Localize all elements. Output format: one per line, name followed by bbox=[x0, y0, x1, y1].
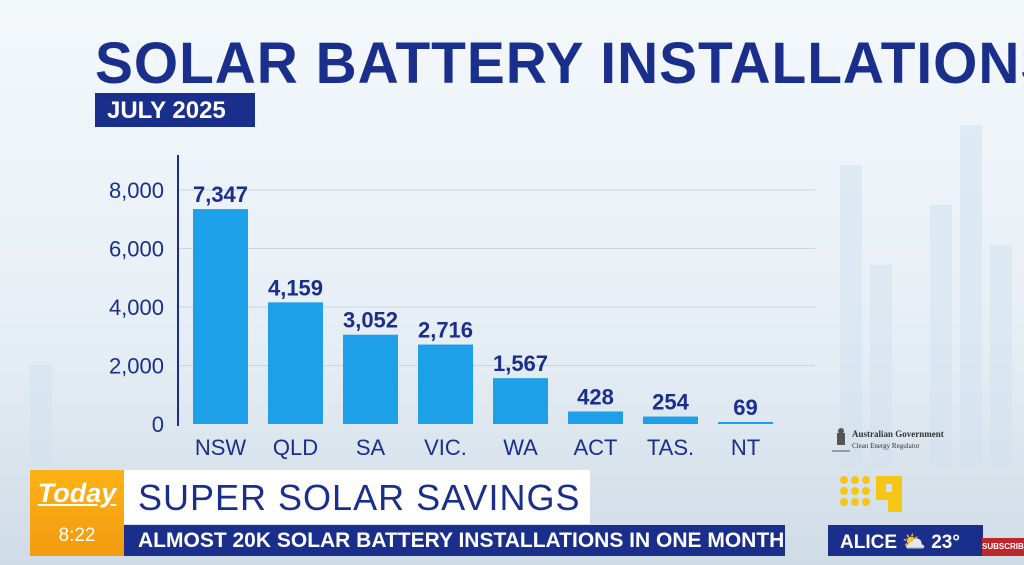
bar-wa bbox=[493, 378, 548, 424]
data-label: 4,159 bbox=[268, 275, 323, 300]
clock-time: 8:22 bbox=[58, 525, 96, 546]
data-label: 2,716 bbox=[418, 318, 473, 343]
subheadline: ALMOST 20K SOLAR BATTERY INSTALLATIONS I… bbox=[124, 525, 785, 556]
today-logo-box: Today 8:22 bbox=[30, 470, 124, 556]
x-tick-label: ACT bbox=[574, 435, 618, 460]
date-badge: JULY 2025 bbox=[95, 93, 255, 127]
y-tick-label: 6,000 bbox=[109, 237, 164, 262]
bar-tas bbox=[643, 416, 698, 424]
x-tick-label: VIC. bbox=[424, 435, 467, 460]
source-logo: Australian Government Clean Energy Regul… bbox=[832, 425, 972, 455]
bar-vic bbox=[418, 344, 473, 424]
nine-network-logo bbox=[840, 476, 902, 512]
x-tick-label: NSW bbox=[195, 435, 247, 460]
data-label: 69 bbox=[733, 395, 757, 420]
data-label: 1,567 bbox=[493, 351, 548, 376]
source-line-2: Clean Energy Regulator bbox=[852, 442, 920, 450]
y-tick-label: 8,000 bbox=[109, 178, 164, 203]
y-tick-label: 2,000 bbox=[109, 354, 164, 379]
bar-nt bbox=[718, 421, 773, 424]
y-tick-label: 4,000 bbox=[109, 295, 164, 320]
page-title: SOLAR BATTERY INSTALLATIONS bbox=[95, 31, 1024, 96]
headline: SUPER SOLAR SAVINGS bbox=[124, 470, 590, 524]
data-label: 428 bbox=[577, 384, 614, 409]
bar-sa bbox=[343, 334, 398, 424]
x-tick-label: TAS. bbox=[647, 435, 694, 460]
coat-of-arms-icon bbox=[832, 428, 850, 452]
data-label: 3,052 bbox=[343, 308, 398, 333]
x-tick-label: SA bbox=[356, 435, 386, 460]
x-tick-label: NT bbox=[731, 435, 760, 460]
today-logo: Today bbox=[37, 478, 117, 508]
data-label: 254 bbox=[652, 390, 689, 415]
weather-widget: ALICE ⛅ 23° bbox=[828, 525, 983, 556]
source-line-1: Australian Government bbox=[852, 429, 944, 439]
x-tick-label: WA bbox=[503, 435, 538, 460]
bar-act bbox=[568, 411, 623, 424]
bar-chart: 0 2,000 4,000 6,000 8,000 7,347 NSW 4,159 QLD 3,0… bbox=[109, 155, 815, 460]
bar-nsw bbox=[193, 209, 248, 424]
weather-city: ALICE bbox=[840, 532, 897, 553]
bar-qld bbox=[268, 302, 323, 424]
x-tick-label: QLD bbox=[273, 435, 318, 460]
subscribe-button[interactable]: SUBSCRIBE bbox=[982, 538, 1024, 556]
y-tick-label: 0 bbox=[152, 412, 164, 437]
data-label: 7,347 bbox=[193, 182, 248, 207]
temperature: 23° bbox=[931, 532, 960, 553]
partly-cloudy-icon: ⛅ bbox=[902, 532, 926, 553]
